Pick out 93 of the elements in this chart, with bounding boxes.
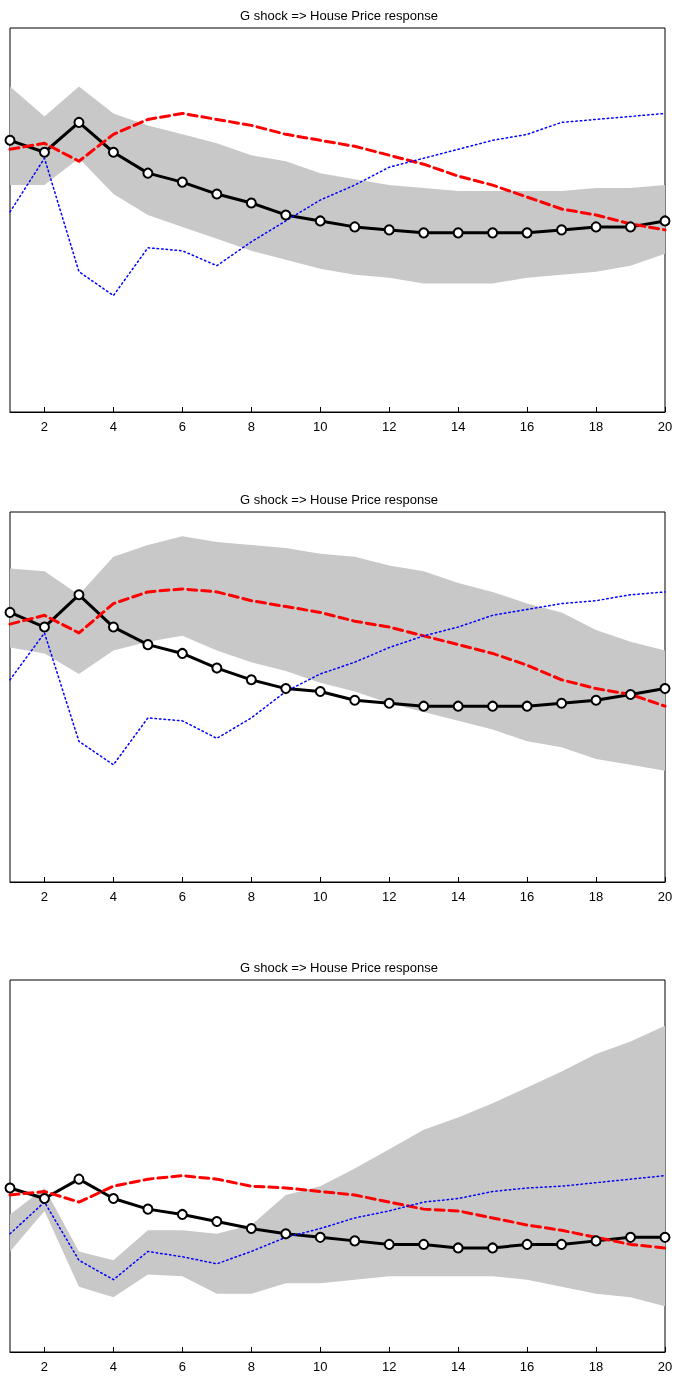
point — [383, 697, 395, 709]
x-tick-label: 8 — [247, 1359, 255, 1374]
point — [142, 1203, 154, 1215]
chart-title: G shock => House Price response — [240, 960, 438, 975]
point — [487, 1242, 499, 1254]
point — [245, 674, 257, 686]
point — [4, 1182, 16, 1194]
point — [590, 1235, 602, 1247]
point — [349, 221, 361, 233]
point — [556, 224, 568, 236]
x-tick-label: 2 — [40, 419, 49, 434]
point — [314, 686, 326, 698]
x-tick-label: 18 — [588, 889, 604, 904]
point — [107, 146, 119, 158]
x-tick-label: 20 — [657, 1359, 673, 1374]
point — [176, 647, 188, 659]
x-tick-label: 18 — [588, 1359, 604, 1374]
x-tick-label: 10 — [313, 889, 328, 904]
x-tick-label: 12 — [381, 419, 397, 434]
x-tick-label: 2 — [40, 1359, 49, 1374]
point — [452, 1242, 464, 1254]
point — [590, 694, 602, 706]
point — [211, 188, 223, 200]
point — [280, 1228, 292, 1240]
point — [176, 176, 188, 188]
x-tick-label: 18 — [588, 419, 604, 434]
x-tick-label: 14 — [450, 1359, 466, 1374]
point — [521, 1238, 533, 1250]
x-tick-label: 4 — [109, 1359, 118, 1374]
point — [211, 1215, 223, 1227]
point — [314, 1231, 326, 1243]
x-tick-label: 20 — [657, 419, 673, 434]
point — [38, 621, 50, 633]
point — [418, 1238, 430, 1250]
point — [73, 116, 85, 128]
point — [590, 221, 602, 233]
x-tick-label: 10 — [313, 1359, 328, 1374]
point — [4, 606, 16, 618]
point — [176, 1208, 188, 1220]
point — [314, 215, 326, 227]
x-tick-label: 16 — [519, 419, 535, 434]
x-tick-label: 12 — [381, 889, 397, 904]
point — [452, 227, 464, 239]
point — [73, 1173, 85, 1185]
x-tick-label: 8 — [247, 889, 255, 904]
point — [625, 688, 637, 700]
point — [556, 697, 568, 709]
x-tick-label: 4 — [109, 889, 118, 904]
point — [38, 146, 50, 158]
point — [280, 209, 292, 221]
point — [659, 683, 671, 695]
x-tick-label: 14 — [450, 889, 466, 904]
x-tick-label: 16 — [519, 889, 535, 904]
point — [556, 1238, 568, 1250]
point — [245, 197, 257, 209]
point — [487, 227, 499, 239]
point — [349, 694, 361, 706]
point — [142, 167, 154, 179]
point — [73, 589, 85, 601]
x-tick-label: 16 — [519, 1359, 535, 1374]
point — [487, 700, 499, 712]
point — [211, 662, 223, 674]
point — [349, 1235, 361, 1247]
point — [383, 224, 395, 236]
point — [659, 215, 671, 227]
point — [625, 221, 637, 233]
x-tick-label: 6 — [178, 419, 186, 434]
point — [107, 1193, 119, 1205]
x-tick-label: 14 — [450, 419, 466, 434]
point — [521, 700, 533, 712]
point — [280, 683, 292, 695]
x-tick-label: 12 — [381, 1359, 397, 1374]
point — [418, 700, 430, 712]
point — [4, 134, 16, 146]
x-tick-label: 20 — [657, 889, 673, 904]
point — [107, 621, 119, 633]
x-tick-label: 10 — [313, 419, 328, 434]
point — [452, 700, 464, 712]
chart-title: G shock => House Price response — [240, 492, 438, 507]
x-tick-label: 6 — [178, 889, 186, 904]
point — [245, 1223, 257, 1235]
point — [659, 1231, 671, 1243]
x-tick-label: 4 — [109, 419, 118, 434]
point — [142, 639, 154, 651]
point — [383, 1238, 395, 1250]
x-tick-label: 8 — [247, 419, 255, 434]
point — [418, 227, 430, 239]
x-tick-label: 2 — [40, 889, 49, 904]
point — [625, 1231, 637, 1243]
point — [521, 227, 533, 239]
point — [38, 1193, 50, 1205]
x-tick-label: 6 — [178, 1359, 186, 1374]
chart-title: G shock => House Price response — [240, 8, 438, 23]
